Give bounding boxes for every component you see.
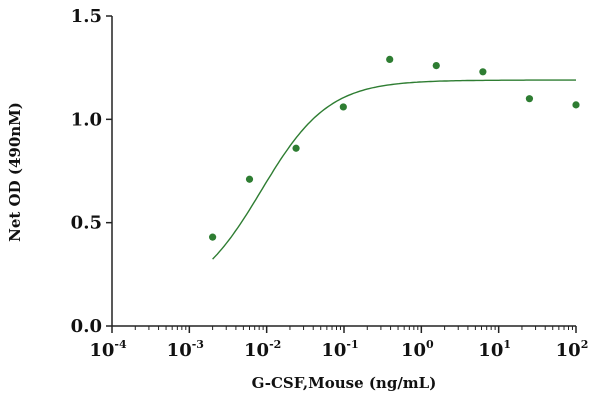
y-axis-label: Net OD (490nM) xyxy=(6,102,24,242)
fit-curve-layer xyxy=(212,79,576,260)
x-tick-label: 102 xyxy=(556,338,589,361)
x-tick-label: 100 xyxy=(401,338,434,361)
x-axis-label: G-CSF,Mouse (ng/mL) xyxy=(252,374,437,392)
y-tick-label: 0.5 xyxy=(71,213,102,234)
x-tick-label: 101 xyxy=(478,338,511,361)
fit-curve xyxy=(212,79,576,260)
data-point xyxy=(209,233,217,241)
data-point xyxy=(245,175,254,183)
y-tick-label: 1.5 xyxy=(71,6,102,27)
x-tick-label: 10-3 xyxy=(167,338,204,361)
data-point xyxy=(432,62,440,70)
y-tick-label: 1.0 xyxy=(71,109,102,130)
data-point xyxy=(572,101,580,109)
tick-marks xyxy=(106,15,577,333)
data-point xyxy=(479,68,487,76)
axes xyxy=(111,16,576,327)
tick-labels: 0.0 0.5 1.0 1.5 10-4 10-3 10-2 10-1 100 101 102 xyxy=(71,6,589,361)
x-tick-label: 10-2 xyxy=(244,338,281,361)
data-points xyxy=(209,55,580,241)
x-tick-label: 10-4 xyxy=(89,338,127,361)
data-point xyxy=(292,144,300,152)
y-tick-label: 0.0 xyxy=(71,316,102,337)
data-point xyxy=(525,95,534,103)
data-point xyxy=(386,55,394,64)
x-tick-label: 10-1 xyxy=(321,338,358,361)
data-point xyxy=(339,103,347,111)
